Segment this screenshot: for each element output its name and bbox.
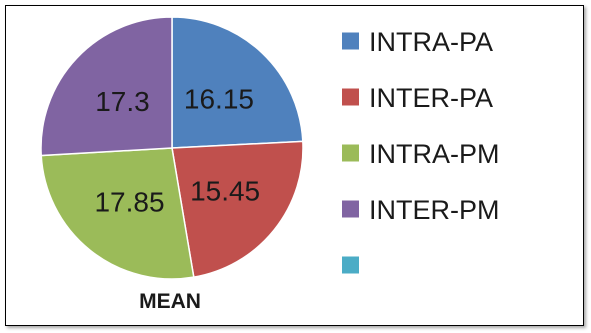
legend-swatch-intra-pm: [342, 144, 359, 162]
pie-slice-intra-pm: [40, 147, 195, 280]
pie-chart: 16.15 15.45 17.85 17.3 MEAN INTRA-PA INTER-P…: [40, 16, 500, 313]
legend-label-inter-pa: INTER-PA: [369, 83, 493, 113]
legend-swatch-inter-pa: [342, 88, 359, 106]
chart-title: MEAN: [139, 290, 201, 313]
legend-label-intra-pa: INTRA-PA: [369, 27, 493, 57]
legend-swatch-blank: [342, 256, 359, 274]
pie-data-labels: 16.15 15.45 17.85 17.3: [94, 84, 260, 218]
data-label-intra-pm: 17.85: [94, 186, 164, 217]
chart-frame: 16.15 15.45 17.85 17.3 MEAN INTRA-PA INTER-P…: [5, 5, 584, 326]
data-label-inter-pm: 17.3: [95, 86, 150, 117]
pie-slices: [40, 16, 304, 280]
pie-slice-inter-pa: [171, 140, 304, 279]
legend-label-intra-pm: INTRA-PM: [369, 139, 500, 169]
pie-slice-inter-pm: [40, 16, 173, 157]
legend: INTRA-PA INTER-PA INTRA-PM INTER-PM: [342, 27, 500, 274]
legend-swatch-inter-pm: [342, 200, 359, 218]
data-label-intra-pa: 16.15: [184, 84, 254, 115]
pie-slice-intra-pa: [171, 16, 304, 149]
data-label-inter-pa: 15.45: [190, 176, 260, 207]
legend-swatch-intra-pa: [342, 32, 359, 50]
legend-label-inter-pm: INTER-PM: [369, 195, 500, 225]
